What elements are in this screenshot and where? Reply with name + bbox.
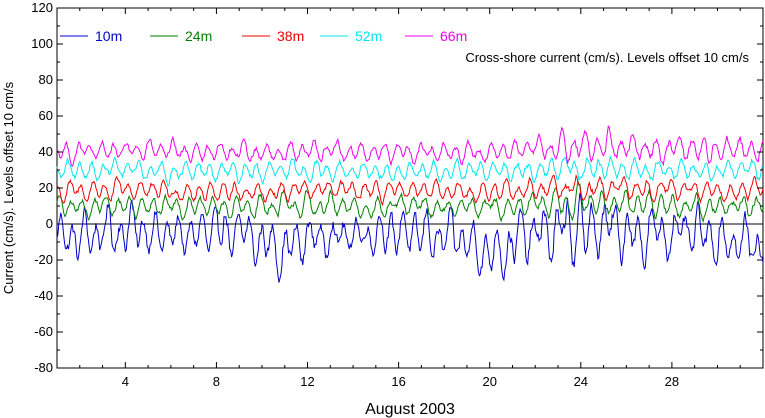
y-tick-label: 120 — [31, 0, 53, 15]
x-tick-label: 16 — [391, 374, 405, 389]
legend-label-38m: 38m — [277, 28, 304, 44]
x-axis: 4 8 12 16 20 24 28 — [56, 8, 764, 389]
legend-label-52m: 52m — [355, 28, 382, 44]
y-tick-label: 100 — [31, 36, 53, 51]
series-line-24m — [56, 180, 764, 223]
y-axis: -80 -60 -40 -20 0 20 40 60 80 100 120 — [31, 0, 763, 375]
y-tick-label: 80 — [39, 72, 53, 87]
legend-label-24m: 24m — [185, 28, 212, 44]
y-tick-label: 20 — [39, 180, 53, 195]
series-lines — [56, 125, 764, 283]
x-tick-label: 20 — [482, 374, 496, 389]
x-tick-label: 8 — [213, 374, 220, 389]
y-tick-label: 40 — [39, 144, 53, 159]
y-tick-label: -60 — [34, 324, 53, 339]
legend: 10m 24m 38m 52m 66m — [60, 28, 467, 44]
y-tick-label: -40 — [34, 288, 53, 303]
x-tick-label: 12 — [300, 374, 314, 389]
x-tick-label: 28 — [665, 374, 679, 389]
x-axis-title: August 2003 — [365, 401, 455, 418]
x-tick-label: 4 — [122, 374, 129, 389]
series-line-10m — [56, 192, 764, 283]
chart-annotation: Cross-shore current (cm/s). Levels offse… — [465, 50, 749, 65]
legend-label-10m: 10m — [95, 28, 122, 44]
x-tick-label: 24 — [574, 374, 588, 389]
y-axis-title: Current (cm/s). Levels offset 10 cm/s — [1, 81, 16, 294]
legend-label-66m: 66m — [440, 28, 467, 44]
y-tick-label: 60 — [39, 108, 53, 123]
y-tick-label: 0 — [46, 216, 53, 231]
series-line-66m — [56, 125, 764, 168]
y-tick-label: -20 — [34, 252, 53, 267]
y-tick-label: -80 — [34, 360, 53, 375]
series-line-38m — [56, 173, 764, 207]
series-line-52m — [56, 154, 764, 187]
